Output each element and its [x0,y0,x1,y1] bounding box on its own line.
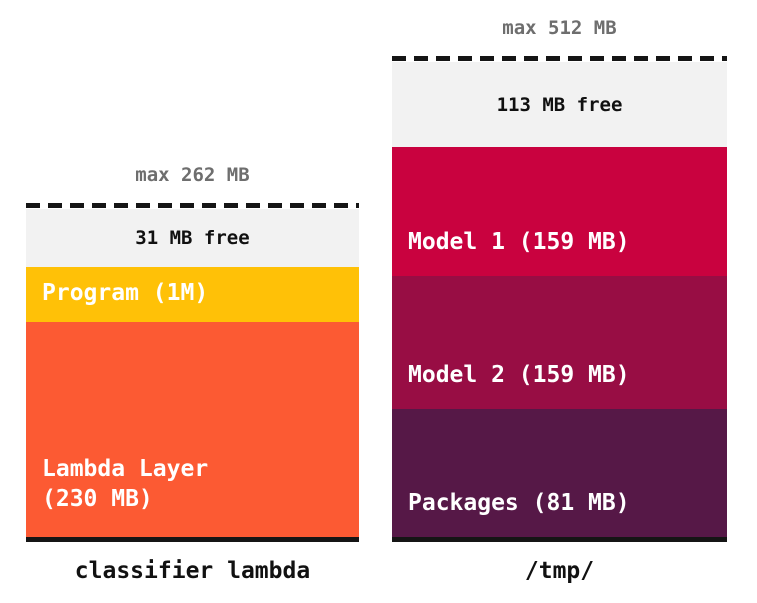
segment-label-line: Packages (81 MB) [408,490,630,517]
segment-program-label: Program (1M) [26,279,208,322]
segment-packages: Packages (81 MB) [392,409,727,537]
bar-chart-classifier-lambda: max 262 MB 31 MB free Program (1M) Lambd… [26,0,359,603]
segment-model-1-label: Model 1 (159 MB) [392,228,630,276]
segment-lambda-layer: Lambda Layer (230 MB) [26,322,359,537]
segment-model-2: Model 2 (159 MB) [392,276,727,409]
segment-label-line: Model 2 (159 MB) [408,362,630,389]
max-capacity-dashed-line [26,203,359,208]
segment-packages-label: Packages (81 MB) [392,489,630,537]
max-capacity-label: max 512 MB [502,17,617,39]
segment-model-2-label: Model 2 (159 MB) [392,361,630,409]
bar-chart-tmp: max 512 MB 113 MB free Model 1 (159 MB) … [392,0,727,603]
segment-label-line: Program (1M) [42,280,209,307]
free-space-segment: 31 MB free [26,209,359,267]
max-capacity-label: max 262 MB [135,164,250,186]
free-space-label: 113 MB free [496,93,623,116]
segment-model-1: Model 1 (159 MB) [392,147,727,276]
free-space-segment: 113 MB free [392,62,727,147]
free-space-label: 31 MB free [135,227,250,249]
segment-label-line: Model 1 (159 MB) [408,229,630,256]
segment-label-line: Lambda Layer [42,456,209,483]
bar-baseline [26,537,359,542]
segment-label-line: (230 MB) [42,486,153,513]
bar-title: classifier lambda [74,558,311,584]
bar-baseline [392,537,727,542]
bar-title: /tmp/ [524,558,595,584]
max-capacity-dashed-line [392,56,727,61]
segment-program: Program (1M) [26,267,359,322]
segment-lambda-layer-label: Lambda Layer (230 MB) [26,455,208,537]
